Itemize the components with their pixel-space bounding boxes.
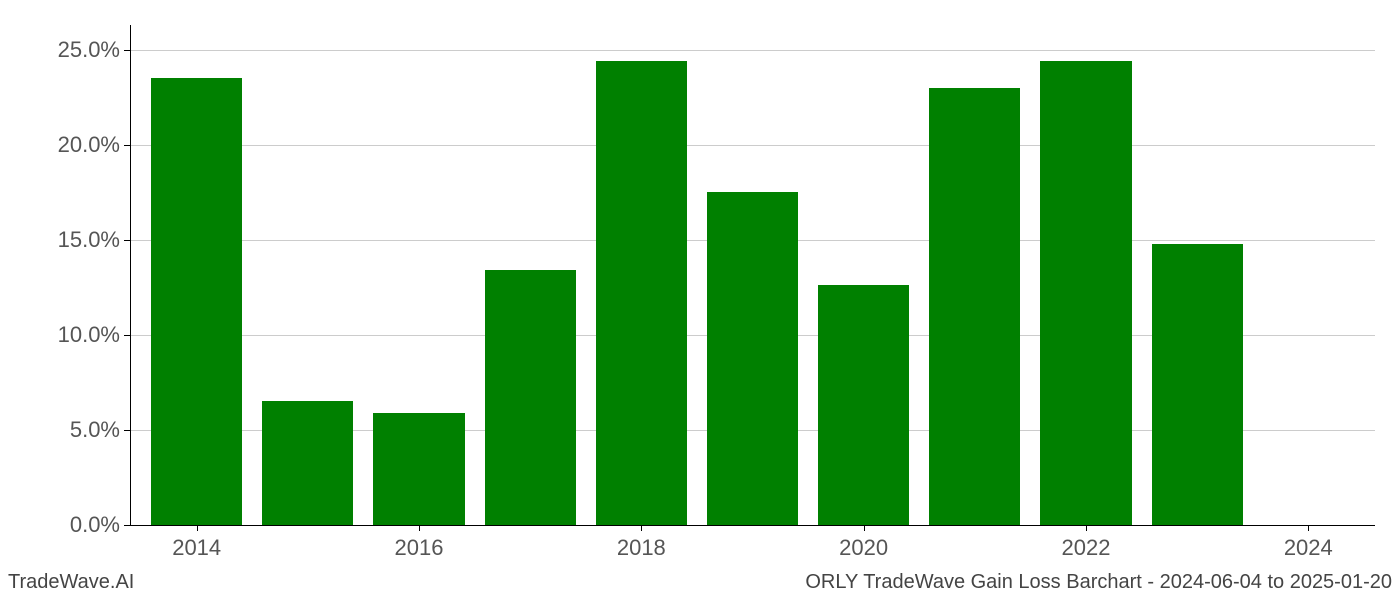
bar bbox=[373, 413, 464, 525]
gridline bbox=[130, 50, 1375, 51]
y-axis-tick-label: 10.0% bbox=[58, 322, 130, 348]
bar bbox=[929, 88, 1020, 525]
chart-container: 0.0%5.0%10.0%15.0%20.0%25.0%201420162018… bbox=[0, 0, 1400, 600]
bar bbox=[485, 270, 576, 525]
bar bbox=[596, 61, 687, 525]
bar bbox=[1152, 244, 1243, 525]
footer-left-watermark: TradeWave.AI bbox=[8, 571, 134, 594]
x-axis-line bbox=[130, 525, 1375, 526]
y-axis-tick-label: 0.0% bbox=[70, 512, 130, 538]
y-axis-tick-label: 25.0% bbox=[58, 37, 130, 63]
bar bbox=[707, 192, 798, 525]
y-axis-tick-label: 5.0% bbox=[70, 417, 130, 443]
y-axis-tick-label: 20.0% bbox=[58, 132, 130, 158]
bar bbox=[1040, 61, 1131, 525]
bar bbox=[818, 285, 909, 525]
bar bbox=[151, 78, 242, 525]
footer-right-caption: ORLY TradeWave Gain Loss Barchart - 2024… bbox=[805, 571, 1392, 594]
plot-area: 0.0%5.0%10.0%15.0%20.0%25.0%201420162018… bbox=[130, 25, 1375, 525]
y-axis-tick-label: 15.0% bbox=[58, 227, 130, 253]
gridline bbox=[130, 145, 1375, 146]
y-axis-line bbox=[130, 25, 131, 525]
bar bbox=[262, 401, 353, 525]
